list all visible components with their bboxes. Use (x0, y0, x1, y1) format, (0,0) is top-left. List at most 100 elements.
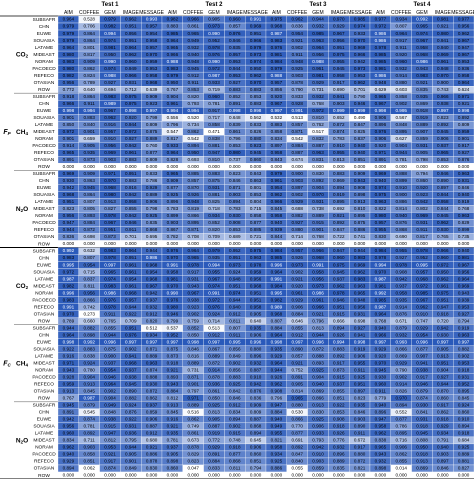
model-header: IMAGE (435, 10, 452, 16)
cell-value: 0.858 (83, 452, 95, 457)
cell-value: 0.864 (83, 94, 95, 99)
cell-value: 0.938 (104, 417, 116, 422)
cell-value: 0.896 (250, 353, 262, 358)
cell-value: 0.987 (375, 276, 387, 281)
cell-value: 0.851 (333, 396, 345, 401)
cell-value: 0.940 (354, 150, 366, 155)
cell-value: 0.974 (208, 283, 220, 288)
cell-value: 0.997 (146, 339, 158, 344)
cell-value: 0.925 (271, 459, 283, 464)
cell-value: 0.813 (312, 325, 324, 330)
cell-value: 0.537 (167, 325, 179, 330)
cell-value: 0.709 (208, 234, 220, 239)
cell-value: 0.471 (208, 129, 220, 134)
region-label: CHN (39, 255, 50, 261)
region-label: NORAM (35, 136, 53, 142)
cell-value: 0.942 (63, 417, 75, 422)
cell-value: 0.811 (229, 318, 241, 323)
cell-value: 0.940 (187, 52, 199, 57)
cell-value: 0.904 (167, 94, 179, 99)
cell-value: 0.720 (437, 318, 449, 323)
cell-value: 0.998 (375, 108, 387, 113)
cell-value: 0.921 (167, 424, 179, 429)
cell-value: 0.996 (312, 339, 324, 344)
region-label: LATAME (35, 199, 53, 205)
cell-value: 0.000 (167, 164, 179, 169)
cell-value: 0.860 (250, 157, 262, 162)
cell-value: 0.955 (395, 248, 407, 253)
cell-value: 0.912 (187, 73, 199, 78)
cell-value: 0.833 (146, 171, 158, 176)
cell-value: 0.953 (229, 59, 241, 64)
cell-value: 0.967 (333, 31, 345, 36)
cell-value: 0.852 (229, 94, 241, 99)
cell-value: 0.752 (291, 367, 303, 372)
cell-value: 0.964 (458, 276, 470, 281)
cell-value: 0.940 (458, 248, 470, 253)
cell-value: 0.976 (125, 332, 137, 337)
cell-value: 0.937 (333, 382, 345, 387)
cell-value: 0.914 (208, 367, 220, 372)
cell-value: 0.920 (125, 115, 137, 120)
cell-value: 0.946 (104, 374, 116, 379)
cell-value: 0.823 (63, 206, 75, 211)
cell-value: 0.961 (312, 297, 324, 302)
cell-value: 0.971 (104, 171, 116, 176)
cell-value: 0.877 (229, 452, 241, 457)
cell-value: 0.955 (208, 269, 220, 274)
cell-value: 0.918 (416, 424, 428, 429)
cell-value: 0.983 (104, 283, 116, 288)
cell-value: 0.719 (208, 87, 220, 92)
cell-value: 0.627 (395, 136, 407, 141)
cell-value: 0.781 (208, 101, 220, 106)
cell-value: 0.940 (437, 445, 449, 450)
cell-value: 0.939 (271, 227, 283, 232)
cell-value: 0.977 (375, 17, 387, 22)
cell-value: 0.567 (395, 115, 407, 120)
cell-value: 0.977 (458, 17, 470, 22)
cell-value: 0.000 (395, 473, 407, 478)
cell-value: 0.983 (63, 297, 75, 302)
cell-value: 0.956 (83, 290, 95, 295)
cell-value: 0.891 (375, 157, 387, 162)
cell-value: 0.872 (146, 389, 158, 394)
cell-value: 0.986 (416, 59, 428, 64)
cell-value: 0.981 (375, 283, 387, 288)
cell-value: 0.978 (375, 255, 387, 260)
cell-value: 0.804 (250, 199, 262, 204)
cell-value: 0.943 (63, 367, 75, 372)
cell-value: 0.992 (83, 339, 95, 344)
cell-value: 0.962 (250, 73, 262, 78)
cell-value: 0.975 (375, 192, 387, 197)
cell-value: 0.929 (375, 346, 387, 351)
cell-value: 0.962 (125, 52, 137, 57)
cell-value: 0.976 (208, 304, 220, 309)
cell-value: 0.950 (416, 445, 428, 450)
cell-value: 0.983 (63, 59, 75, 64)
cell-value: 0.000 (458, 473, 470, 478)
cell-value: 0.942 (250, 382, 262, 387)
cell-value: 0.955 (271, 431, 283, 436)
cell-value: 0.979 (104, 17, 116, 22)
cell-value: 0.964 (271, 332, 283, 337)
factor-subscript: C (8, 362, 12, 367)
cell-value: 0.889 (333, 459, 345, 464)
region-label: PACOECD (32, 66, 56, 72)
cell-value: 0.894 (458, 424, 470, 429)
cell-value: 0.962 (437, 220, 449, 225)
cell-value: 0.000 (375, 473, 387, 478)
cell-value: 0.927 (437, 374, 449, 379)
cell-value: 0.887 (146, 424, 158, 429)
cell-value: 0.000 (437, 241, 449, 246)
region-label: EUWE (37, 339, 51, 345)
cell-value: 0.879 (395, 325, 407, 330)
cell-value: 0.992 (375, 290, 387, 295)
cell-value: 0.945 (250, 150, 262, 155)
cell-value: 0.862 (146, 396, 158, 401)
cell-value: 0.916 (125, 185, 137, 190)
cell-value: 0.673 (187, 438, 199, 443)
cell-value: 0.926 (271, 374, 283, 379)
cell-value: 0.931 (354, 311, 366, 316)
cell-value: 0.892 (83, 431, 95, 436)
cell-value: 0.926 (291, 255, 303, 260)
